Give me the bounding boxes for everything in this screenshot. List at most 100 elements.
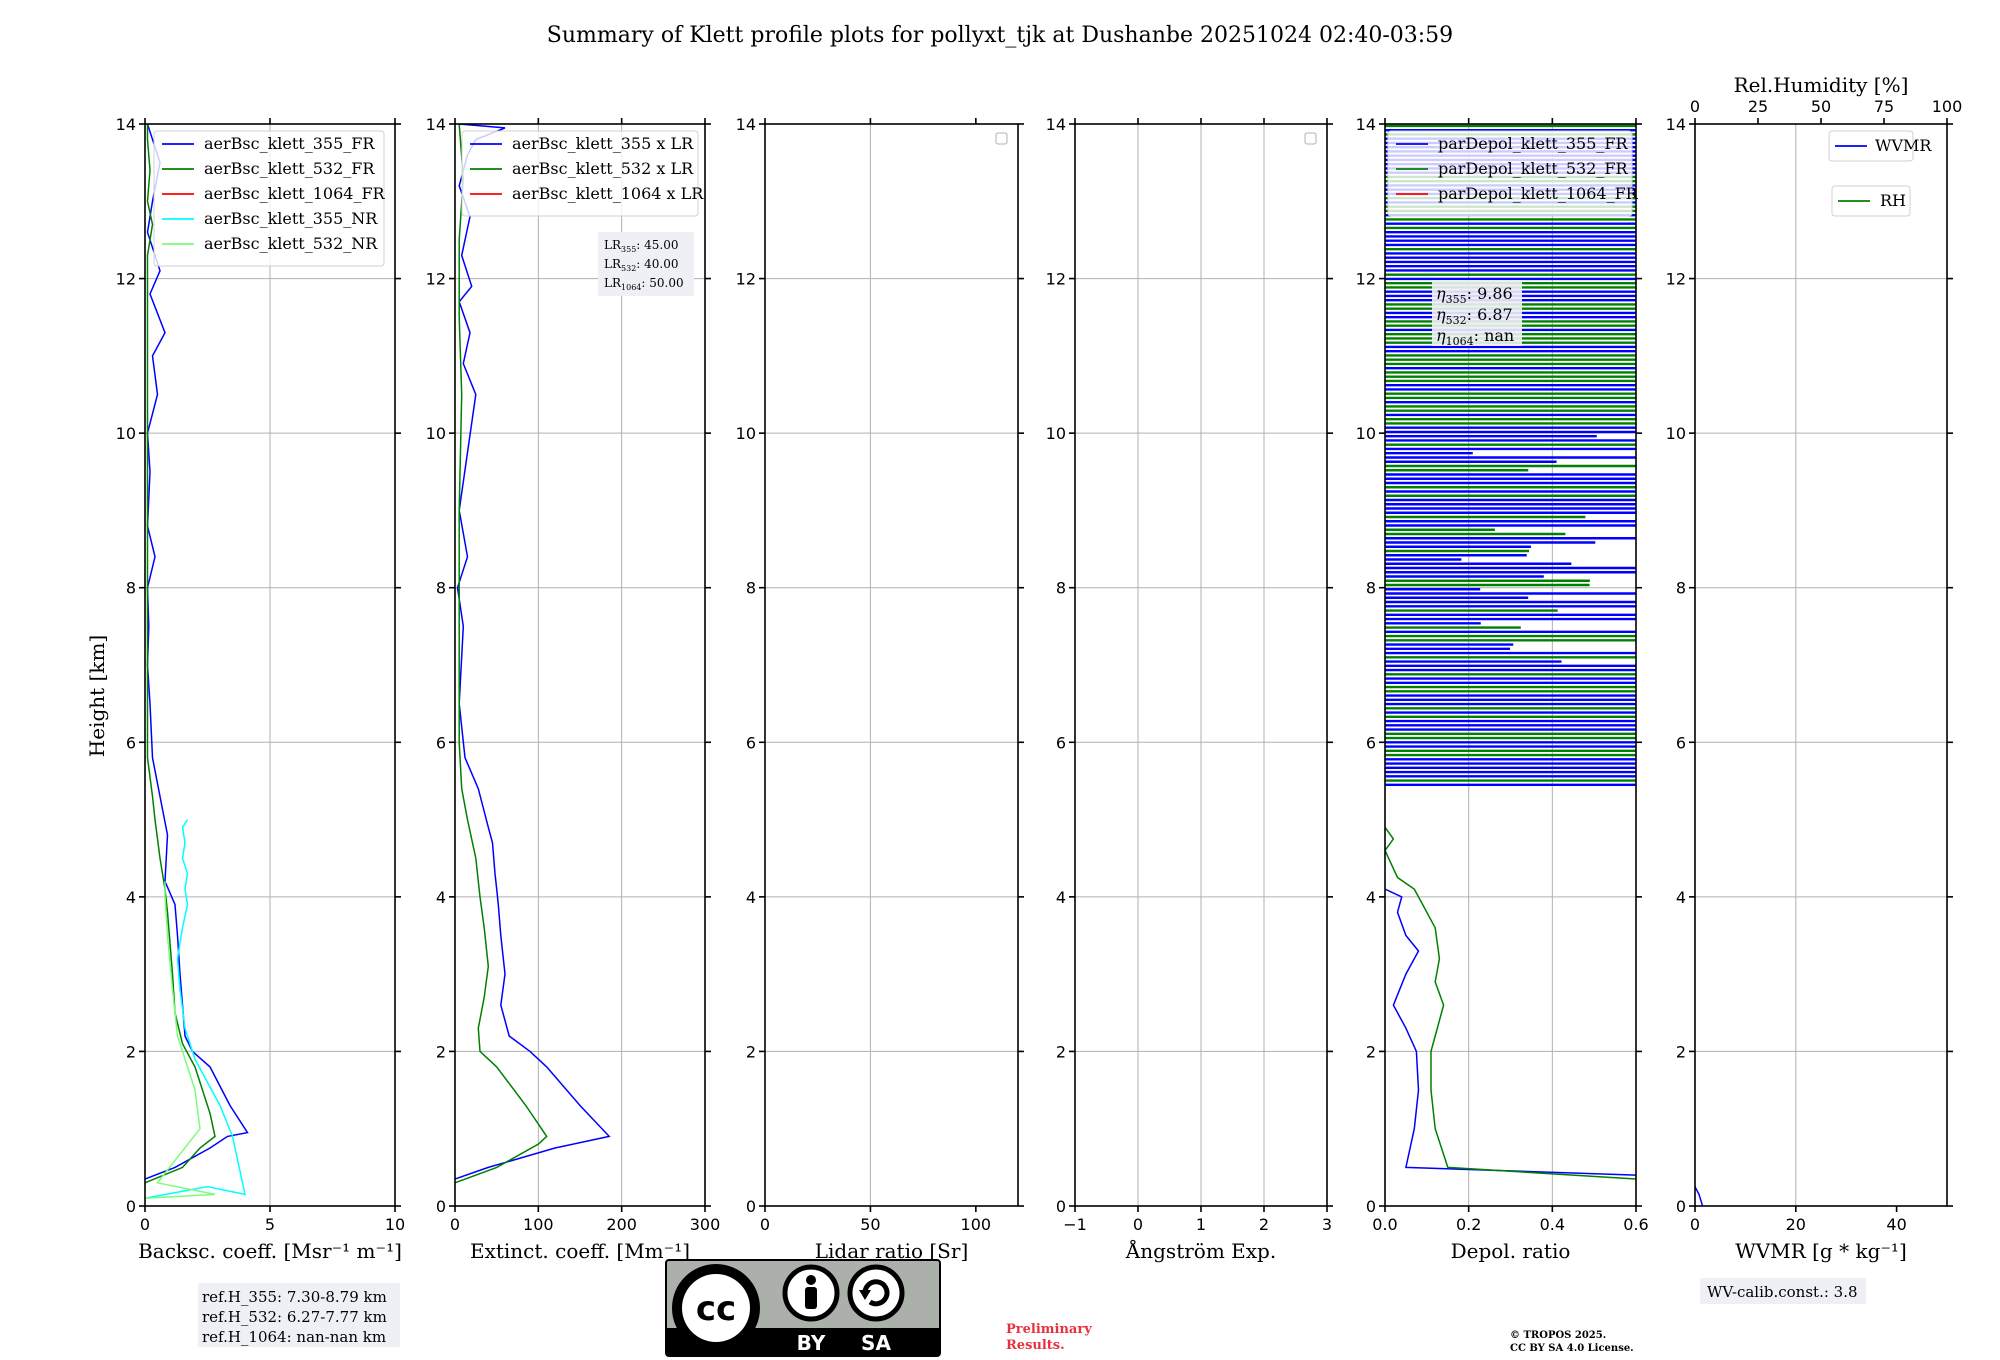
y-tick-label: 8 — [126, 579, 136, 598]
x-axis-label-wv: WVMR [g * kg⁻¹] — [1735, 1239, 1907, 1263]
panel-bsc: 0 5 10 0 2 4 6 8 10 12 14 Backsc. coeff. [Msr⁻¹ m⁻¹… — [116, 115, 406, 1263]
panel-frame — [1694, 123, 1948, 1207]
empty-legend-box — [995, 132, 1008, 145]
top-x-tick-label: 25 — [1748, 97, 1768, 116]
legend-entry: aerBsc_klett_532_NR — [204, 234, 378, 253]
y-tick-label: 6 — [1056, 733, 1066, 752]
legend-entry: aerBsc_klett_532 x LR — [512, 159, 694, 178]
x-tick-label: 100 — [961, 1215, 992, 1234]
wv-calib-box-bg — [1700, 1278, 1866, 1304]
panel-wv: 0 20 40 0 2 4 6 8 10 12 14 WVMR [g * kg⁻¹] 0 25 50 75 10… — [1666, 73, 1963, 1263]
y-tick-label: 10 — [1046, 424, 1066, 443]
y-tick-label: 0 — [126, 1197, 136, 1216]
x-tick-label: 300 — [690, 1215, 721, 1234]
series-aerbsc-klett-532-x-lr — [455, 124, 548, 1184]
legend-frame — [1387, 130, 1633, 217]
eta-line: η1064: nan — [1436, 326, 1514, 348]
copyright-line-1: © TROPOS 2025. — [1510, 1330, 1606, 1341]
legend-frame — [153, 130, 385, 267]
y-tick-label: 10 — [736, 424, 756, 443]
legend-entry: aerBsc_klett_355 x LR — [512, 134, 694, 153]
top-x-tick-label: 75 — [1874, 97, 1894, 116]
sa-arrow-head — [859, 1290, 871, 1300]
panel-frame — [144, 123, 396, 1207]
top-x-tick-label: 50 — [1811, 97, 1831, 116]
x-tick-label: 10 — [385, 1215, 405, 1234]
legend-entry: aerBsc_klett_1064 x LR — [512, 184, 704, 203]
eta-box-bg — [1432, 280, 1522, 346]
x-tick-label: 0.6 — [1623, 1215, 1648, 1234]
y-tick-label: 4 — [746, 888, 756, 907]
y-tick-label: 8 — [1056, 579, 1066, 598]
y-tick-label: 14 — [1356, 115, 1376, 134]
sa-share-icon — [847, 1264, 905, 1322]
x-tick-label: 100 — [523, 1215, 554, 1234]
panel-frame — [764, 123, 1019, 1207]
y-tick-label: 14 — [736, 115, 756, 134]
y-tick-label: 2 — [746, 1042, 756, 1061]
y-tick-label: 4 — [1676, 888, 1686, 907]
y-tick-label: 10 — [116, 424, 136, 443]
y-tick-label: 0 — [436, 1197, 446, 1216]
by-person-head — [806, 1275, 816, 1285]
y-tick-label: 8 — [1366, 579, 1376, 598]
series-wvmr — [1695, 1186, 1704, 1206]
panel-frame — [454, 123, 706, 1207]
y-tick-label: 0 — [1676, 1197, 1686, 1216]
y-tick-label: 0 — [1056, 1197, 1066, 1216]
lidar-ratio-box: LR355: 45.00 LR532: 40.00 LR1064: 50.00 — [598, 232, 694, 296]
y-tick-label: 8 — [1676, 579, 1686, 598]
ref-height-box-bg — [198, 1283, 400, 1347]
series-aerbsc-klett-355-x-lr — [455, 124, 611, 1180]
y-tick-label: 4 — [1056, 888, 1066, 907]
x-tick-label: 200 — [606, 1215, 637, 1234]
x-axis-label-ang: Ångström Exp. — [1125, 1238, 1276, 1263]
cc-letters: cc — [696, 1289, 736, 1329]
series-aerbsc-klett-355-fr — [145, 124, 249, 1180]
y-tick-label: 12 — [736, 270, 756, 289]
x-tick-label: 20 — [1786, 1215, 1806, 1234]
lidar-ratio-line: LR1064: 50.00 — [604, 276, 684, 292]
y-tick-label: 6 — [436, 733, 446, 752]
panel-frame — [1074, 123, 1328, 1207]
x-tick-label: 0.0 — [1372, 1215, 1397, 1234]
wv-calib-text: WV-calib.const.: 3.8 — [1707, 1283, 1858, 1301]
y-tick-label: 6 — [746, 733, 756, 752]
legend-entry: parDepol_klett_532_FR — [1438, 159, 1629, 178]
y-tick-label: 4 — [436, 888, 446, 907]
eta-line: η355: 9.86 — [1436, 284, 1513, 306]
y-tick-label: 2 — [1676, 1042, 1686, 1061]
y-tick-label: 12 — [1666, 270, 1686, 289]
y-tick-label: 4 — [126, 888, 136, 907]
ref-height-1064: ref.H_1064: nan-nan km — [202, 1328, 386, 1346]
by-person-body — [805, 1287, 817, 1309]
y-tick-label: 12 — [1356, 270, 1376, 289]
y-tick-label: 12 — [116, 270, 136, 289]
y-tick-label: 14 — [1666, 115, 1686, 134]
copyright-line-2: CC BY SA 4.0 License. — [1510, 1343, 1634, 1354]
x-tick-label: 0.4 — [1540, 1215, 1565, 1234]
panel-ext: 0 100 200 300 0 2 4 6 8 10 12 14 Extinct. coeff. [Mm… — [426, 115, 721, 1263]
legend-depolarization: parDepol_klett_355_FR parDepol_klett_532_… — [1387, 130, 1639, 217]
ref-height-355: ref.H_355: 7.30-8.79 km — [202, 1288, 387, 1306]
y-tick-label: 10 — [426, 424, 446, 443]
legend-entry: aerBsc_klett_1064_FR — [204, 184, 386, 203]
y-tick-label: 2 — [126, 1042, 136, 1061]
y-axis-label: Height [km] — [85, 635, 109, 757]
y-tick-label: 6 — [126, 733, 136, 752]
top-axis-label: Rel.Humidity [%] — [1734, 73, 1909, 97]
legend-rh: RH — [1831, 185, 1911, 217]
x-tick-label: 0 — [760, 1215, 770, 1234]
y-tick-label: 12 — [1046, 270, 1066, 289]
panel-dep: 0.0 0.2 0.4 0.6 0 2 4 6 8 10 12 14 Depol. ratio parDe… — [1356, 115, 1649, 1263]
top-x-tick-label: 0 — [1690, 97, 1700, 116]
y-tick-label: 6 — [1676, 733, 1686, 752]
y-tick-label: 2 — [436, 1042, 446, 1061]
cc-by-sa-logo: cc BY SA — [665, 1259, 941, 1357]
legend-entry: RH — [1880, 191, 1906, 210]
